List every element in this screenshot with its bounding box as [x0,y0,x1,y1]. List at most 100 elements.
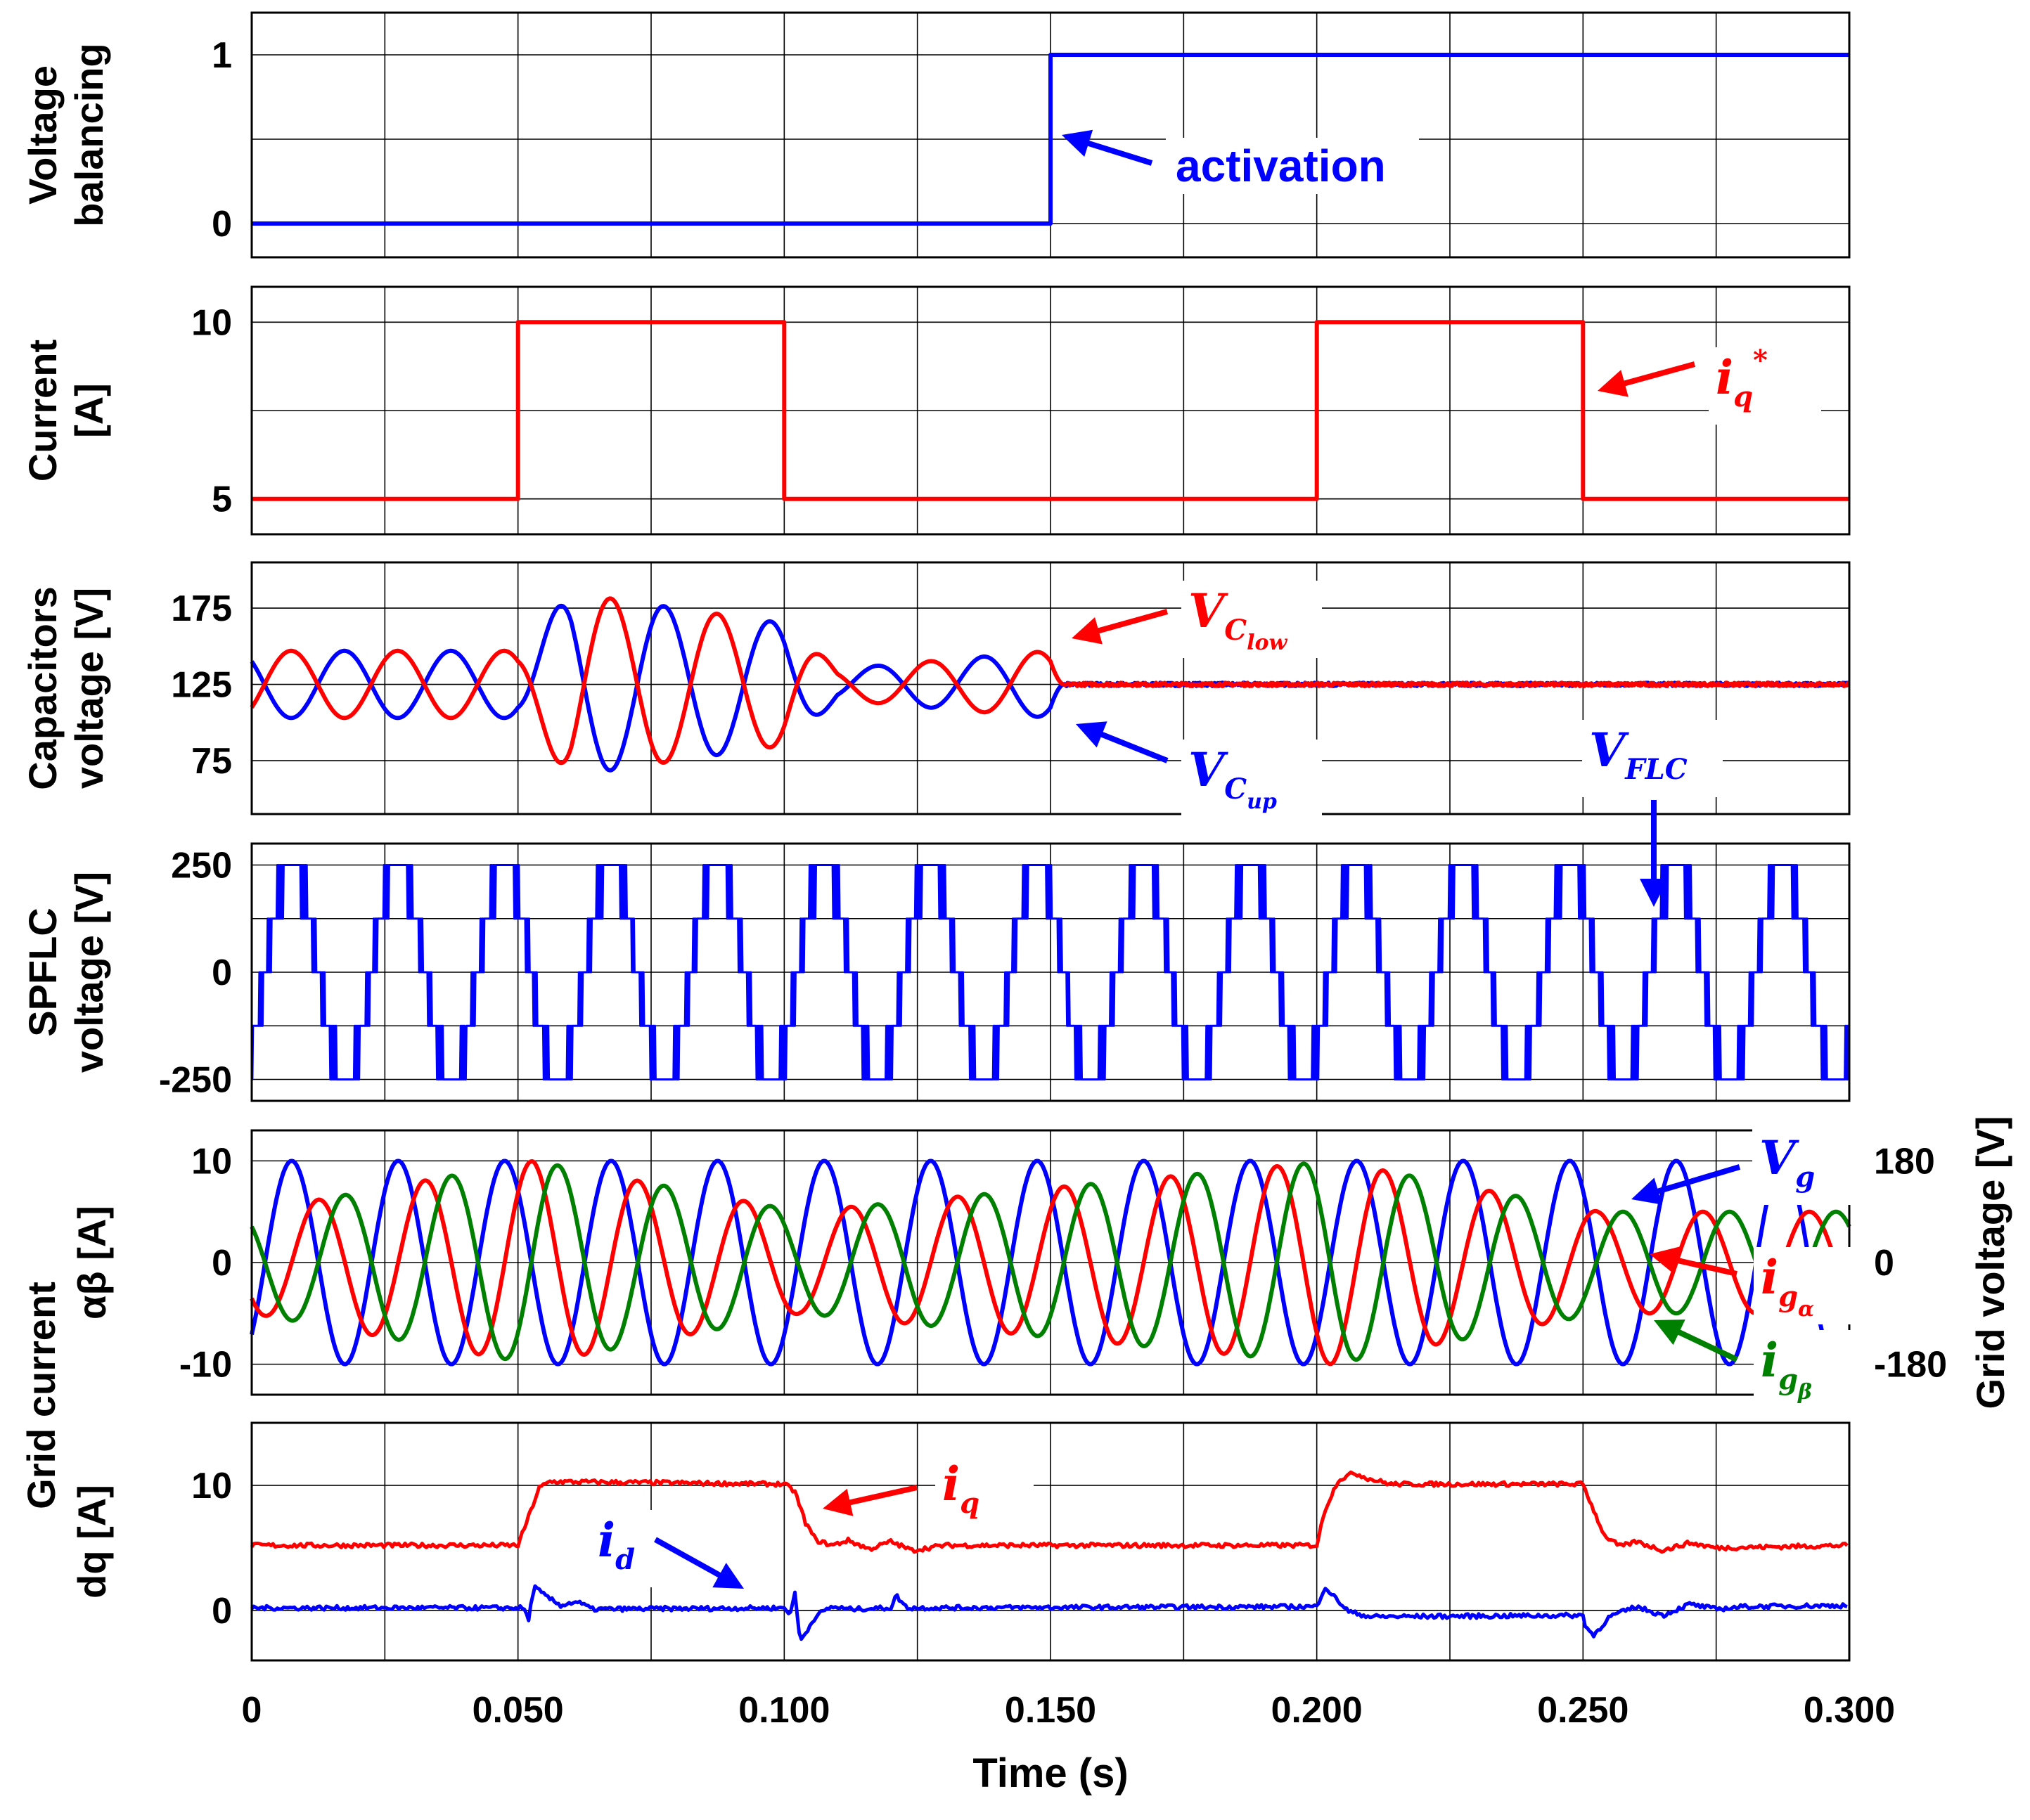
y2-axis-label-text: Grid voltage [V] [1968,1116,2012,1409]
annotation-bg [591,1510,675,1587]
y-axis-label-line: Grid current [19,1282,63,1509]
annotation-arrow-shaft [1092,609,1169,635]
data-layer [250,53,1851,1641]
annotation-bg [1166,138,1419,194]
annotation-arrow-head [1654,1319,1685,1345]
y-tick-label: 10 [191,302,232,343]
y-axis-label-line: balancing [67,43,111,226]
y-axis-label-line: Capacitors [20,586,65,789]
annotation-bg [935,1454,1034,1531]
y-axis-label-line: dq [A] [70,1485,114,1599]
annotation-arrow-head [823,1488,854,1516]
y-tick-label: 250 [171,846,232,886]
y-tick-label: 5 [212,479,232,520]
annotation-arrow-shaft [654,1537,726,1580]
y-axis-label: SPFLC voltage [V] [20,872,111,1073]
plot-frame [250,842,1851,1102]
y-axis-label-line: Voltage [20,65,65,205]
y-tick-label: 10 [191,1466,232,1506]
annotation-arrow-shaft [1618,361,1696,388]
y2-tick-label: 0 [1874,1243,1894,1284]
annotation-bg [1181,740,1322,817]
x-tick-label: 0.200 [1271,1690,1363,1731]
y-tick-label: 0 [212,204,232,245]
y-tick-label: 1 [212,35,232,76]
y-axis-label-line: [A] [67,383,111,438]
annotation-bg [1754,1247,1859,1324]
y-tick-label: 0 [212,953,232,993]
y-tick-label: 10 [191,1141,232,1182]
y-axis-label-line: Current [20,340,65,482]
annotation-arrow-shaft [1673,1327,1738,1362]
y-tick-label: -10 [179,1345,232,1386]
plot-frame [250,285,1851,536]
y-axis-label: αβ [A] [70,1206,114,1319]
y-tick-label: -250 [159,1060,232,1101]
x-tick-label: 0.300 [1804,1690,1895,1731]
annotation-bg [1754,1330,1859,1407]
annotation-text: activation [1176,141,1386,191]
annotation-label: VClow [1181,581,1322,658]
annotation-arrow-shaft [1096,730,1169,763]
annotation-text: Vg [1759,1130,1815,1194]
y2-axis-label: Grid voltage [V] [1968,1116,2012,1409]
annotation-text: iq [942,1457,979,1520]
x-tick-label: 0.150 [1005,1690,1096,1731]
annotation-text: VCup [1188,742,1277,814]
x-axis-label: Time (s) [972,1750,1128,1796]
series-line [250,1470,1849,1554]
annotation-text: VClow [1188,583,1287,655]
annotation-text: iq* [1716,344,1768,413]
frame-layer [250,11,1851,1662]
annotation-label: id [591,1510,675,1587]
annotation-arrow-shaft [844,1485,918,1506]
series-line [250,1584,1848,1641]
annotation-text: igα [1761,1250,1814,1322]
annotation-arrow-head [1631,1177,1663,1205]
y-tick-label: 125 [171,665,232,706]
annotation-label: iq* [1709,344,1821,425]
annotation-label: activation [1166,138,1419,194]
annotation-label: VCup [1181,740,1322,817]
annotation-text: VFLC [1589,723,1688,786]
annotation-label: iq [935,1454,1034,1531]
annotation-arrow-head [1072,617,1103,645]
y-axis-label: Current [A] [20,340,111,482]
y-axis-label-line: voltage [V] [67,872,111,1073]
series-line [250,864,1850,1080]
y-axis-label: Voltage balancing [20,43,111,226]
y-axis-label: dq [A] [70,1485,114,1599]
annotation-text: id [598,1513,635,1576]
plot-frame [250,561,1851,815]
y-axis-label: Capacitors voltage [V] [20,586,111,789]
annotation-arrow-head [1650,1246,1681,1274]
y2-tick-label: -180 [1874,1345,1947,1386]
y-tick-label: 75 [191,741,232,782]
annotation-bg [1709,347,1821,425]
y-axis-label-line: SPFLC [20,908,65,1037]
text-layer: 0 1 Voltage balancing 5 10 Current [A] 75 125 175 C… [19,35,2012,1796]
annotation-label: VFLC [1582,720,1723,797]
y-tick-label: 0 [212,1591,232,1632]
x-tick-label: 0.250 [1537,1690,1629,1731]
plot-frame [250,11,1851,259]
x-tick-label: 0.100 [738,1690,830,1731]
y2-tick-label: 180 [1874,1141,1935,1182]
annotation-bg [1752,1128,1858,1205]
y-axis-label: Grid current [19,1282,63,1509]
annotation-arrow-shaft [1082,138,1153,166]
series-line [250,1159,1851,1367]
series-line [250,596,1851,766]
plot-frame [250,1421,1851,1662]
x-tick-label: 0.050 [473,1690,564,1731]
y-axis-label-line: αβ [A] [70,1206,114,1319]
x-tick-label: 0 [242,1690,262,1731]
annotation-arrow-shaft [1671,1256,1737,1277]
y-axis-label-line: voltage [V] [67,588,111,789]
series-line [252,53,1849,226]
annotation-label: igα [1754,1247,1859,1324]
annotation-arrow-head [712,1563,744,1589]
annotation-text: igβ [1761,1333,1812,1405]
series-line [250,1161,1851,1362]
